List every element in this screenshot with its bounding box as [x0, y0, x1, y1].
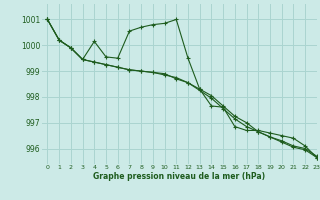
X-axis label: Graphe pression niveau de la mer (hPa): Graphe pression niveau de la mer (hPa) [93, 172, 265, 181]
